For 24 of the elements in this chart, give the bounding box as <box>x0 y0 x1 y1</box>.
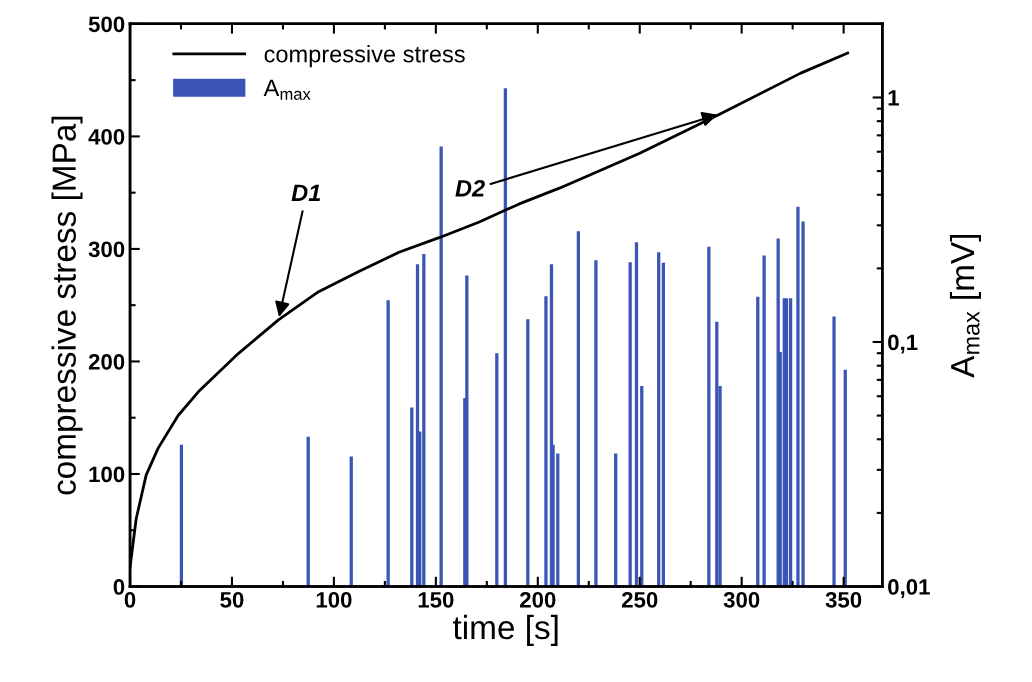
y-axis-title: compressive stress [MPa] <box>51 116 83 495</box>
y2-axis-title: A$_{max}$ [mV] <box>949 234 981 378</box>
y2-tick-label: 0,1 <box>888 334 918 354</box>
y-tick-label: 500 <box>88 16 125 33</box>
x-tick-label: 300 <box>723 591 760 608</box>
x-tick-label: 150 <box>418 591 454 608</box>
x-tick-label: 350 <box>825 591 862 608</box>
x-tick-label: 200 <box>520 591 556 608</box>
annotation: D2 <box>455 179 485 197</box>
x-tick-label: 50 <box>220 591 244 608</box>
y2-tick-label: 0,01 <box>888 579 930 599</box>
y-tick-label: 0 <box>113 579 125 595</box>
x-tick-label: 0 <box>124 591 136 608</box>
x-tick-label: 100 <box>316 591 352 608</box>
y2-tick-label: 1 <box>888 90 899 106</box>
y-tick-label: 400 <box>88 128 125 145</box>
annotation: D1 <box>291 184 321 201</box>
y-tick-label: 200 <box>88 353 125 370</box>
x-tick-label: 250 <box>621 591 658 608</box>
y-tick-label: 300 <box>88 241 125 258</box>
legend-label: compressive stress <box>264 45 465 68</box>
y-tick-label: 100 <box>89 466 125 483</box>
x-axis-title: time [s] <box>452 614 558 646</box>
legend-label: A$_{max}$ <box>263 79 311 100</box>
